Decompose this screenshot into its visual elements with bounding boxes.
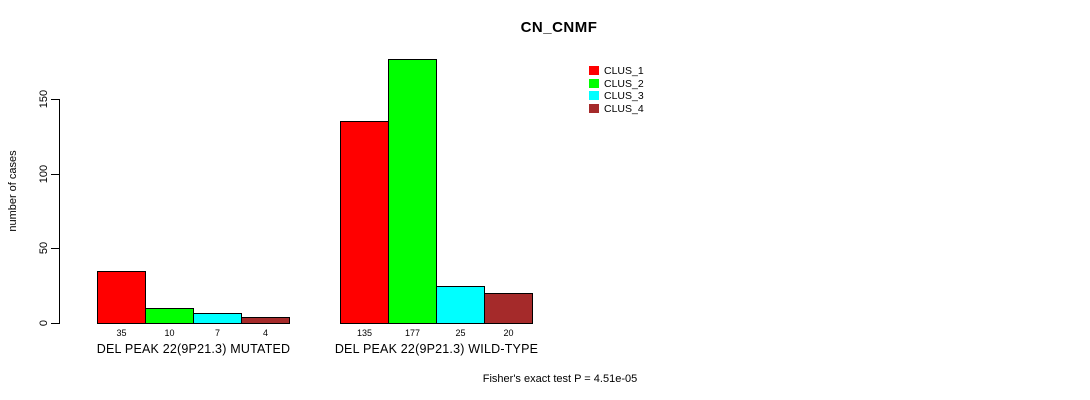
group-label: DEL PEAK 22(9P21.3) WILD-TYPE [334, 342, 539, 356]
bar-value-label: 35 [116, 328, 127, 338]
legend-swatch-icon [589, 78, 599, 88]
legend-label: CLUS_4 [604, 102, 644, 115]
bar-clus_3 [436, 286, 485, 324]
bar-value-label: 10 [164, 328, 175, 338]
bar-clus_2 [388, 59, 437, 324]
legend-label: CLUS_3 [604, 90, 644, 103]
bar-clus_2 [145, 308, 194, 324]
y-tick-mark [51, 173, 59, 175]
bar-clus_3 [193, 313, 242, 324]
bar-value-label: 177 [404, 328, 421, 338]
y-tick-label: 150 [38, 89, 50, 109]
bar-clus_4 [241, 317, 290, 324]
bar-value-label: 25 [455, 328, 466, 338]
y-tick-label: 50 [38, 242, 50, 255]
bar-clus_4 [484, 293, 533, 324]
stat-test-caption: Fisher's exact test P = 4.51e-05 [482, 373, 638, 385]
y-tick-mark [51, 248, 59, 250]
bar-value-label: 135 [356, 328, 373, 338]
y-tick-label: 0 [38, 319, 50, 327]
y-tick-mark [51, 99, 59, 100]
group-label: DEL PEAK 22(9P21.3) MUTATED [96, 342, 291, 356]
bar-clus_1 [340, 121, 389, 324]
bar-value-label: 20 [503, 328, 514, 338]
y-tick-mark [51, 323, 59, 324]
y-tick-label: 100 [38, 164, 50, 183]
bar-value-label: 4 [262, 328, 268, 338]
legend-label: CLUS_2 [604, 77, 644, 90]
bar-value-label: 7 [214, 328, 220, 338]
bar-clus_1 [97, 271, 146, 324]
legend-swatch-icon [589, 103, 599, 113]
y-axis-line [59, 99, 60, 324]
legend-label: CLUS_1 [604, 65, 644, 77]
y-axis-label: number of cases [7, 150, 19, 232]
chart-title: CN_CNMF [520, 19, 598, 36]
legend-swatch-icon [589, 66, 599, 75]
legend-swatch-icon [589, 91, 599, 101]
